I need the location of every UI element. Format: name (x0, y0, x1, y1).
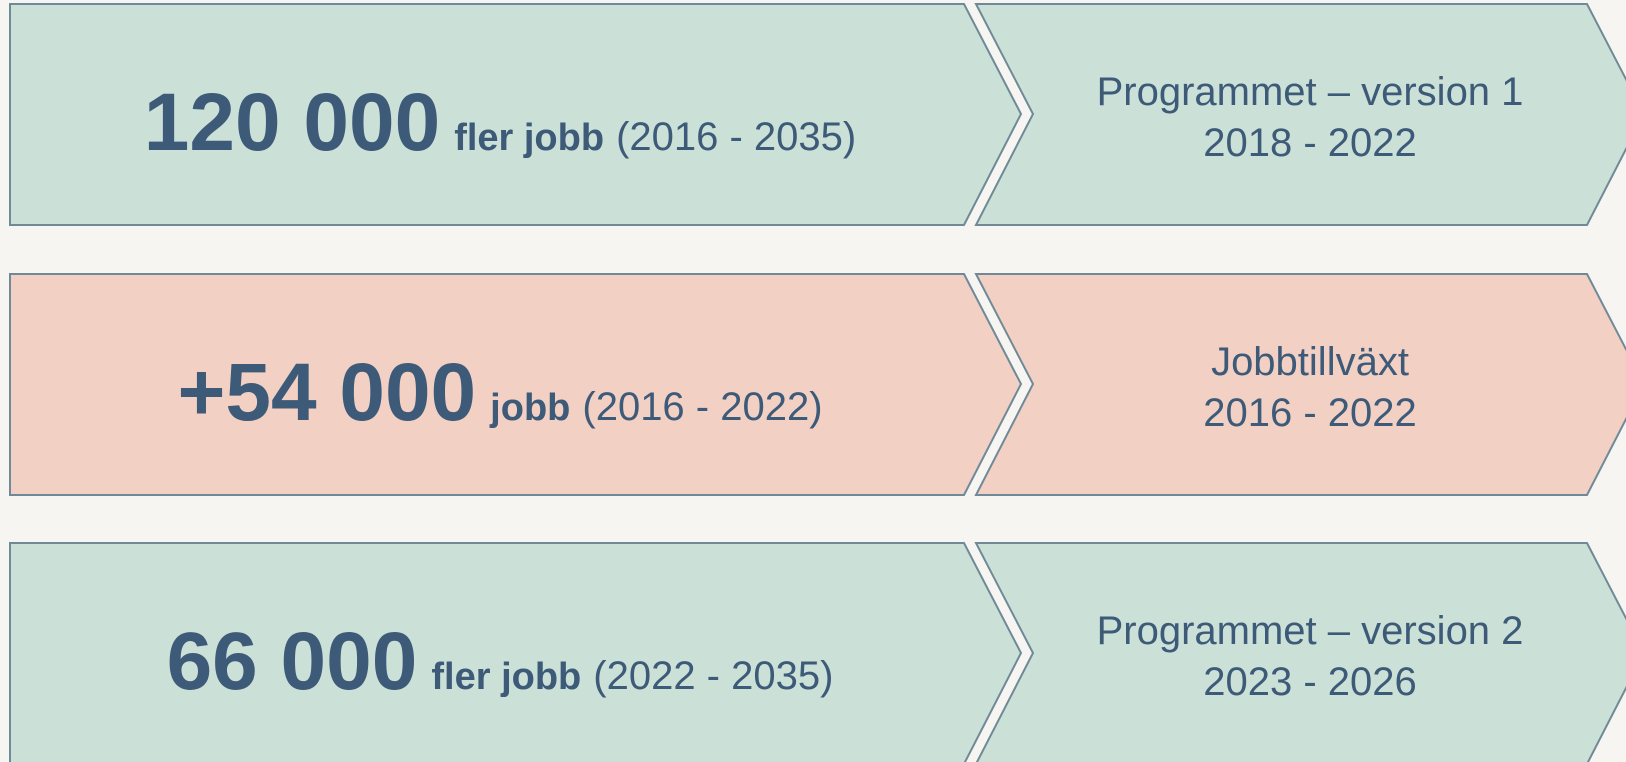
metric-number: 120 000 (144, 77, 440, 168)
phase-label: Programmet – version 2 (1097, 609, 1524, 653)
chevron-left (9, 3, 1023, 226)
chevron-right (974, 273, 1626, 496)
metric: 66 000 fler jobb (2022 - 2035) (167, 616, 834, 707)
row: +54 000 jobb (2016 - 2022) Jobbtillväxt 2016… (9, 273, 1626, 496)
chevron-left (9, 273, 1023, 496)
chevron-right (974, 542, 1626, 762)
metric-unit: jobb (489, 387, 570, 429)
metric: +54 000 jobb (2016 - 2022) (177, 347, 822, 438)
phase-label: Jobbtillväxt (1211, 340, 1409, 384)
row: 120 000 fler jobb (2016 - 2035) Programmet … (9, 3, 1626, 226)
metric-period: (2022 - 2035) (593, 654, 833, 698)
metric: 120 000 fler jobb (2016 - 2035) (144, 77, 856, 168)
metric-number: 66 000 (167, 616, 418, 707)
row: 66 000 fler jobb (2022 - 2035) Programmet –… (9, 542, 1626, 762)
phase-label: 2023 - 2026 (1203, 660, 1417, 704)
metric-number: +54 000 (177, 347, 476, 438)
chevron-right (974, 3, 1626, 226)
phase-label: Programmet – version 1 (1097, 70, 1524, 114)
metric-unit: fler jobb (431, 656, 581, 698)
phase-label: 2016 - 2022 (1203, 391, 1417, 435)
metric-unit: fler jobb (454, 117, 604, 159)
metric-period: (2016 - 2035) (616, 115, 856, 159)
phase-label: 2018 - 2022 (1203, 121, 1417, 165)
chevron-left (9, 542, 1023, 762)
metric-period: (2016 - 2022) (582, 385, 822, 429)
